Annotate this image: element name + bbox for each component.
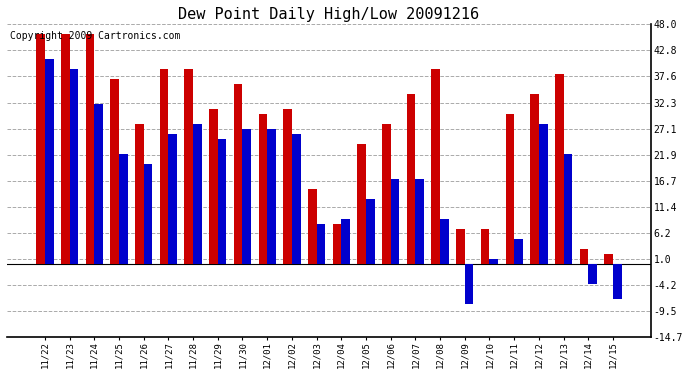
Bar <box>135 124 144 264</box>
Bar <box>333 224 342 264</box>
Bar <box>159 69 168 264</box>
Bar <box>342 219 350 264</box>
Bar <box>119 154 128 264</box>
Bar <box>415 179 424 264</box>
Bar <box>95 104 103 264</box>
Bar <box>589 264 597 284</box>
Bar <box>530 94 539 264</box>
Bar <box>234 84 242 264</box>
Bar <box>86 34 95 264</box>
Bar <box>382 124 391 264</box>
Bar <box>506 114 514 264</box>
Bar <box>70 69 78 264</box>
Bar <box>431 69 440 264</box>
Bar <box>144 164 152 264</box>
Bar <box>406 94 415 264</box>
Bar <box>61 34 70 264</box>
Text: Copyright 2009 Cartronics.com: Copyright 2009 Cartronics.com <box>10 31 181 41</box>
Bar <box>564 154 572 264</box>
Bar <box>259 114 267 264</box>
Bar <box>604 254 613 264</box>
Bar <box>242 129 251 264</box>
Bar <box>267 129 276 264</box>
Bar <box>218 139 226 264</box>
Bar <box>391 179 400 264</box>
Bar <box>292 134 301 264</box>
Bar <box>308 189 317 264</box>
Bar <box>36 34 45 264</box>
Bar <box>45 59 54 264</box>
Bar <box>366 199 375 264</box>
Bar <box>580 249 589 264</box>
Bar <box>465 264 473 304</box>
Bar <box>357 144 366 264</box>
Bar <box>555 74 564 264</box>
Bar <box>514 239 523 264</box>
Bar <box>456 229 465 264</box>
Bar <box>539 124 548 264</box>
Bar <box>110 80 119 264</box>
Bar <box>209 109 218 264</box>
Title: Dew Point Daily High/Low 20091216: Dew Point Daily High/Low 20091216 <box>178 7 480 22</box>
Bar <box>440 219 449 264</box>
Bar <box>193 124 201 264</box>
Bar <box>481 229 489 264</box>
Bar <box>283 109 292 264</box>
Bar <box>317 224 325 264</box>
Bar <box>489 259 498 264</box>
Bar <box>184 69 193 264</box>
Bar <box>168 134 177 264</box>
Bar <box>613 264 622 298</box>
